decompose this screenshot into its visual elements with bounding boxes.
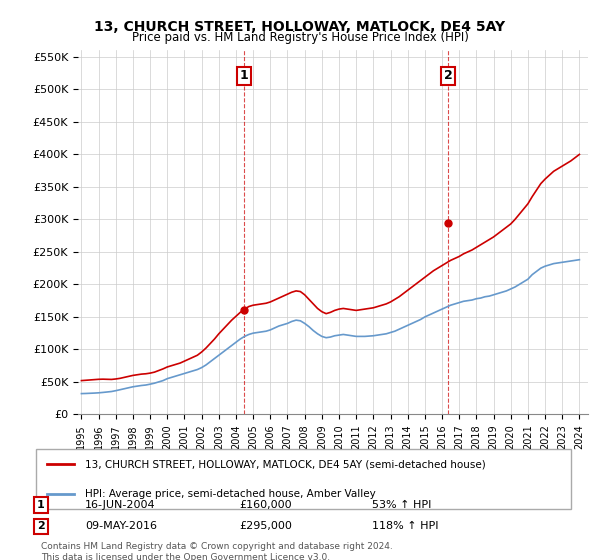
Text: 16-JUN-2004: 16-JUN-2004 (85, 500, 156, 510)
Text: £295,000: £295,000 (240, 521, 293, 531)
FancyBboxPatch shape (35, 449, 571, 509)
Text: HPI: Average price, semi-detached house, Amber Valley: HPI: Average price, semi-detached house,… (85, 488, 376, 498)
Text: 09-MAY-2016: 09-MAY-2016 (85, 521, 157, 531)
Text: 118% ↑ HPI: 118% ↑ HPI (372, 521, 439, 531)
Text: 2: 2 (444, 69, 452, 82)
Text: 13, CHURCH STREET, HOLLOWAY, MATLOCK, DE4 5AY (semi-detached house): 13, CHURCH STREET, HOLLOWAY, MATLOCK, DE… (85, 459, 486, 469)
Text: Contains HM Land Registry data © Crown copyright and database right 2024.
This d: Contains HM Land Registry data © Crown c… (41, 542, 393, 560)
Text: 1: 1 (239, 69, 248, 82)
Text: 2: 2 (37, 521, 45, 531)
Text: 13, CHURCH STREET, HOLLOWAY, MATLOCK, DE4 5AY: 13, CHURCH STREET, HOLLOWAY, MATLOCK, DE… (94, 20, 506, 34)
Text: 53% ↑ HPI: 53% ↑ HPI (372, 500, 431, 510)
Text: £160,000: £160,000 (240, 500, 292, 510)
Text: 1: 1 (37, 500, 45, 510)
Text: Price paid vs. HM Land Registry's House Price Index (HPI): Price paid vs. HM Land Registry's House … (131, 31, 469, 44)
